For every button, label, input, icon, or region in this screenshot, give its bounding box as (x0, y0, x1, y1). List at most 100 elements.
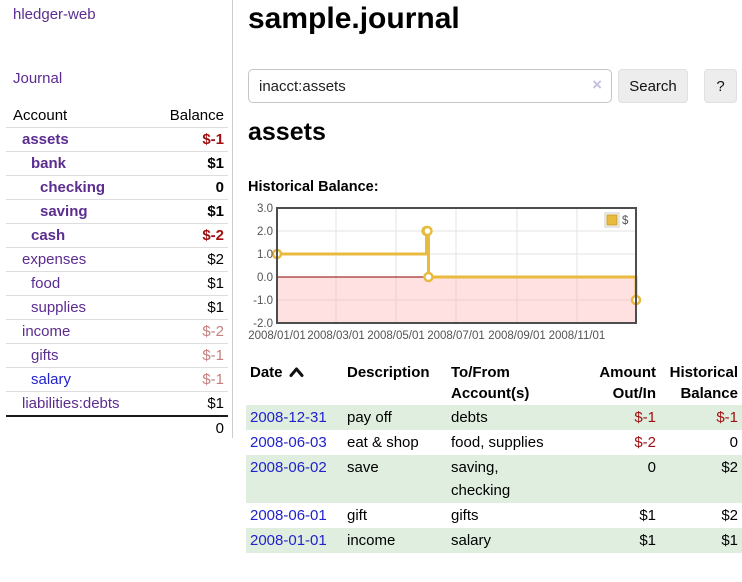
transactions-table: Date Description To/From Account(s) Amou… (246, 361, 742, 553)
account-row: cash $-2 (6, 223, 228, 248)
account-link-liabilitiesdebts[interactable]: liabilities:debts (22, 395, 120, 412)
chart-legend: $ (604, 212, 629, 228)
chart-title: Historical Balance: (248, 179, 379, 195)
account-row: food $1 (6, 271, 228, 296)
account-balance: $-1 (152, 127, 228, 152)
account-link-expenses[interactable]: expenses (22, 251, 87, 268)
search-input[interactable] (248, 69, 612, 103)
account-link-saving[interactable]: saving (40, 203, 88, 220)
transaction-amount: $-1 (634, 409, 656, 426)
search-field-wrap: × (248, 69, 612, 103)
account-link-income[interactable]: income (22, 323, 71, 340)
account-link-cash[interactable]: cash (31, 227, 66, 244)
account-balance: $-1 (152, 367, 228, 392)
account-row: bank $1 (6, 151, 228, 176)
tofrom-header: To/From Account(s) (447, 361, 583, 405)
transaction-balance: $2 (721, 459, 738, 476)
account-heading: assets (248, 118, 326, 146)
accounts-total-balance: 0 (152, 415, 228, 439)
svg-text:-1.0: -1.0 (253, 295, 273, 307)
account-row: assets $-1 (6, 127, 228, 152)
account-balance: $-1 (152, 343, 228, 368)
accounts-header-balance: Balance (152, 103, 228, 128)
transaction-date-link[interactable]: 2008-06-01 (250, 507, 327, 524)
transaction-row: 2008-06-03 eat & shop food, supplies $-2 0 (246, 430, 742, 455)
account-link-gifts[interactable]: gifts (31, 347, 59, 364)
account-row: saving $1 (6, 199, 228, 224)
transaction-accounts: food, supplies (451, 434, 544, 451)
transaction-balance: $2 (721, 507, 738, 524)
account-link-assets[interactable]: assets (22, 131, 69, 148)
transaction-date-link[interactable]: 2008-12-31 (250, 409, 327, 426)
svg-text:2008/01/01: 2008/01/01 (248, 330, 306, 342)
transaction-amount: $-2 (634, 434, 656, 451)
svg-text:-2.0: -2.0 (253, 318, 273, 330)
sidebar-item-journal[interactable]: Journal (13, 70, 63, 87)
chevron-up-icon (289, 367, 304, 377)
clear-search-icon[interactable]: × (592, 75, 602, 94)
balance-header: Historical Balance (660, 361, 742, 405)
svg-text:2.0: 2.0 (257, 226, 273, 238)
transaction-amount: $1 (639, 532, 656, 549)
balance-header-line2: Balance (680, 385, 738, 402)
amount-header-line2: Out/In (612, 385, 656, 402)
transaction-description: eat & shop (347, 434, 419, 451)
transactions-header-row: Date Description To/From Account(s) Amou… (246, 361, 742, 405)
search-form: × Search ? (248, 69, 742, 103)
transaction-row: 2008-06-01 gift gifts $1 $2 (246, 503, 742, 528)
balance-header-line1: Historical (669, 364, 738, 381)
account-row: expenses $2 (6, 247, 228, 272)
account-link-food[interactable]: food (31, 275, 61, 292)
transaction-row: 2008-01-01 income salary $1 $1 (246, 528, 742, 553)
transaction-description: pay off (347, 409, 392, 426)
transaction-balance: $-1 (716, 409, 738, 426)
page-title: sample.journal (248, 2, 460, 35)
svg-text:0.0: 0.0 (257, 272, 273, 284)
transaction-amount: 0 (647, 459, 656, 476)
account-link-bank[interactable]: bank (31, 155, 67, 172)
amount-header: Amount Out/In (583, 361, 660, 405)
transaction-date-link[interactable]: 2008-06-03 (250, 434, 327, 451)
account-row: supplies $1 (6, 295, 228, 320)
account-link-checking[interactable]: checking (40, 179, 106, 196)
sort-by-date-header[interactable]: Date (246, 361, 343, 405)
accounts-total-row: 0 (6, 415, 228, 439)
brand-link[interactable]: hledger-web (13, 6, 96, 23)
svg-text:2008/09/01: 2008/09/01 (488, 330, 546, 342)
account-balance: 0 (152, 175, 228, 200)
account-link-supplies[interactable]: supplies (31, 299, 87, 316)
svg-text:2008/11/01: 2008/11/01 (549, 330, 606, 342)
accounts-header-account: Account (6, 103, 153, 128)
svg-text:3.0: 3.0 (257, 203, 273, 215)
transaction-accounts: debts (451, 409, 488, 426)
date-header-label: Date (250, 364, 283, 381)
account-link-salary[interactable]: salary (31, 371, 72, 388)
transaction-description: income (347, 532, 396, 549)
account-balance: $1 (152, 391, 228, 417)
transaction-date-link[interactable]: 2008-06-02 (250, 459, 327, 476)
account-balance: $1 (152, 295, 228, 320)
account-row: gifts $-1 (6, 343, 228, 368)
transaction-amount: $1 (639, 507, 656, 524)
transaction-description: gift (347, 507, 368, 524)
account-row: income $-2 (6, 319, 228, 344)
svg-text:2008/07/01: 2008/07/01 (427, 330, 485, 342)
search-button[interactable]: Search (618, 69, 688, 103)
historical-balance-chart: $3.0 2.0 1.0 0.0 -1.0 -2.0 2008/01/01 2008/03/0… (248, 202, 742, 349)
transaction-date-link[interactable]: 2008-01-01 (250, 532, 327, 549)
transaction-balance: 0 (729, 434, 738, 451)
svg-text:$: $ (622, 215, 629, 227)
account-balance: $-2 (152, 223, 228, 248)
svg-text:1.0: 1.0 (257, 249, 273, 261)
transaction-row: 2008-06-02 save saving, checking 0 $2 (246, 455, 742, 503)
accounts-table: Account Balance assets $-1 bank $1 checking 0… (6, 103, 228, 439)
account-balance: $-2 (152, 319, 228, 344)
description-header: Description (347, 364, 430, 381)
transaction-accounts: salary (451, 532, 492, 549)
account-balance: $1 (152, 151, 228, 176)
transaction-row: 2008-12-31 pay off debts $-1 $-1 (246, 405, 742, 430)
account-balance: $1 (152, 271, 228, 296)
tofrom-header-line2: Account(s) (451, 385, 530, 402)
help-button[interactable]: ? (704, 69, 737, 103)
